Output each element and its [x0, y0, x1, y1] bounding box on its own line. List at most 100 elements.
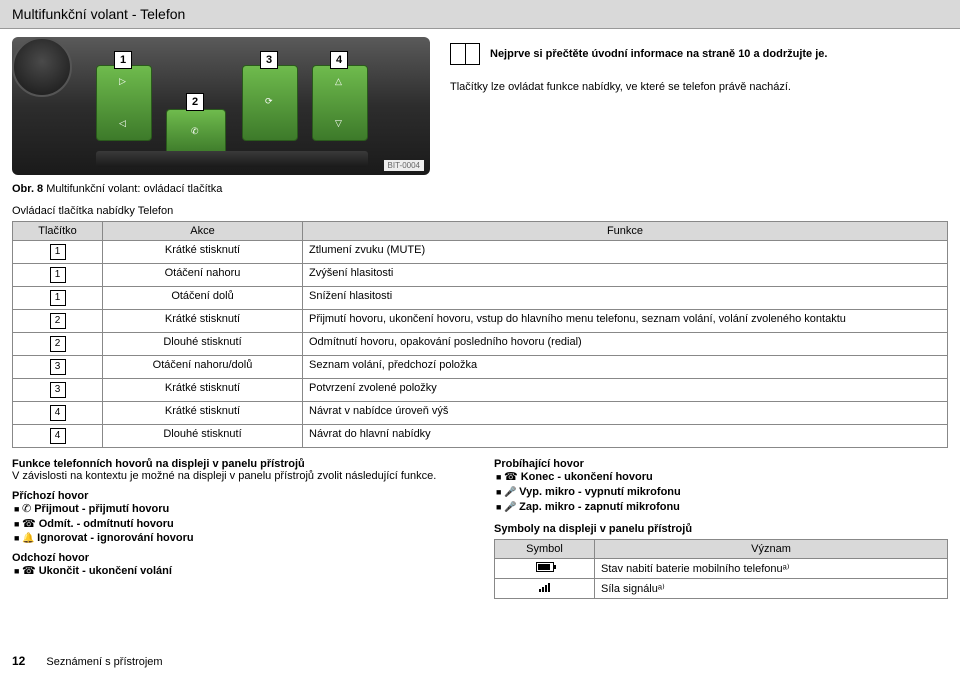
- fn-cell: Návrat do hlavní nabídky: [303, 425, 948, 448]
- fn-cell: Potvrzení zvolené položky: [303, 379, 948, 402]
- table-row: 4 Krátké stisknutíNávrat v nabídce úroveň…: [13, 402, 948, 425]
- symbol-cell: [495, 578, 595, 598]
- btn-num: 1: [50, 244, 66, 260]
- th-meaning: Význam: [595, 539, 948, 558]
- btn-num: 1: [50, 267, 66, 283]
- fn-cell: Snížení hlasitosti: [303, 287, 948, 310]
- act-cell: Dlouhé stisknutí: [103, 333, 303, 356]
- table-header-row: Tlačítko Akce Funkce: [13, 222, 948, 241]
- bullet-item: Zap. mikro - zapnutí mikrofonu: [494, 500, 948, 515]
- controls-table: Tlačítko Akce Funkce 1Krátké stisknutíZt…: [12, 221, 948, 448]
- bullet-text: Odmít. - odmítnutí hovoru: [39, 518, 174, 530]
- callout-2: 2: [186, 93, 204, 111]
- callout-4: 4: [330, 51, 348, 69]
- meaning-cell: Síla signáluᵃ⁾: [595, 578, 948, 598]
- phone-accept-icon: [22, 503, 34, 515]
- battery-icon: [536, 562, 554, 572]
- fn-cell: Seznam volání, předchozí položka: [303, 356, 948, 379]
- phone-end-icon: [504, 471, 521, 483]
- figure-caption: Obr. 8 Multifunkční volant: ovládací tla…: [0, 179, 960, 203]
- bullet-text: Ignorovat - ignorování hovoru: [37, 532, 193, 544]
- page-footer: 12 Seznámení s přístrojem: [12, 654, 163, 668]
- figure-bottom-bar: [96, 151, 368, 167]
- table-header-row: Symbol Význam: [495, 539, 948, 558]
- intro-text: Nejprve si přečtěte úvodní informace na …: [450, 37, 948, 175]
- fn-cell: Zvýšení hlasitosti: [303, 264, 948, 287]
- bullet-text: Zap. mikro - zapnutí mikrofonu: [519, 501, 680, 513]
- header-title: Multifunkční volant - Telefon: [12, 6, 185, 22]
- signal-icon: [539, 582, 550, 592]
- right-column: Probíhající hovor Konec - ukončení hovor…: [494, 456, 948, 599]
- table-row: 3 Krátké stisknutíPotvrzení zvolené polož…: [13, 379, 948, 402]
- act-cell: Krátké stisknutí: [103, 310, 303, 333]
- bullet-item: Ignorovat - ignorování hovoru: [12, 531, 466, 546]
- bullet-item: Ukončit - ukončení volání: [12, 564, 466, 579]
- section-name: Seznámení s přístrojem: [46, 656, 162, 668]
- act-cell: Otáčení nahoru: [103, 264, 303, 287]
- button-group-3: ⟳: [242, 65, 298, 141]
- act-cell: Dlouhé stisknutí: [103, 425, 303, 448]
- table-row: 1 Otáčení dolůSnížení hlasitosti: [13, 287, 948, 310]
- th-action: Akce: [103, 222, 303, 241]
- intro-line-2: Tlačítky lze ovládat funkce nabídky, ve …: [450, 81, 948, 93]
- table-row: 1 Otáčení nahoruZvýšení hlasitosti: [13, 264, 948, 287]
- button-group-2: ✆: [166, 109, 226, 155]
- btn-num: 3: [50, 382, 66, 398]
- bullet-text: Přijmout - přijmutí hovoru: [34, 503, 169, 515]
- caption-prefix: Obr. 8: [12, 183, 43, 195]
- button-group-4: △ ▽: [312, 65, 368, 141]
- top-section: ▷ ◁ ✆ ⟳ △ ▽ 1 2 3 4 BIT-0004 Nejprve si …: [0, 29, 960, 179]
- bullet-item: Konec - ukončení hovoru: [494, 470, 948, 485]
- volume-dial: [12, 37, 72, 97]
- act-cell: Krátké stisknutí: [103, 241, 303, 264]
- btn-num: 4: [50, 428, 66, 444]
- bullet-item: Odmít. - odmítnutí hovoru: [12, 517, 466, 532]
- th-button: Tlačítko: [13, 222, 103, 241]
- symbols-heading: Symboly na displeji v panelu přístrojů: [494, 523, 948, 535]
- bell-icon: [22, 532, 37, 544]
- btn-num: 4: [50, 405, 66, 421]
- ongoing-heading: Probíhající hovor: [494, 458, 948, 470]
- symbol-cell: [495, 558, 595, 578]
- table-row: 3Otáčení nahoru/dolůSeznam volání, předc…: [13, 356, 948, 379]
- mic-off-icon: [504, 486, 519, 498]
- btn-num: 2: [50, 336, 66, 352]
- bit-code: BIT-0004: [384, 160, 424, 171]
- fn-cell: Odmítnutí hovoru, opakování posledního h…: [303, 333, 948, 356]
- btn-num: 3: [50, 359, 66, 375]
- two-column-section: Funkce telefonních hovorů na displeji v …: [0, 456, 960, 599]
- fn-cell: Ztlumení zvuku (MUTE): [303, 241, 948, 264]
- outgoing-heading: Odchozí hovor: [12, 552, 466, 564]
- btn-num: 2: [50, 313, 66, 329]
- phone-end-icon: [22, 565, 39, 577]
- left-title: Funkce telefonních hovorů na displeji v …: [12, 458, 466, 470]
- fn-cell: Návrat v nabídce úroveň výš: [303, 402, 948, 425]
- symbols-table: Symbol Význam Stav nabití baterie mobiln…: [494, 539, 948, 599]
- bullet-text: Ukončit - ukončení volání: [39, 565, 172, 577]
- th-function: Funkce: [303, 222, 948, 241]
- table-row: 4 Dlouhé stisknutíNávrat do hlavní nabídk…: [13, 425, 948, 448]
- table-row: 2 Krátké stisknutíPřijmutí hovoru, ukonče…: [13, 310, 948, 333]
- callout-1: 1: [114, 51, 132, 69]
- table-row: Síla signáluᵃ⁾: [495, 578, 948, 598]
- subsection-title: Ovládací tlačítka nabídky Telefon: [0, 203, 960, 221]
- mic-on-icon: [504, 501, 519, 513]
- bullet-text: Vyp. mikro - vypnutí mikrofonu: [519, 486, 681, 498]
- btn-num: 1: [50, 290, 66, 306]
- fn-cell: Přijmutí hovoru, ukončení hovoru, vstup …: [303, 310, 948, 333]
- act-cell: Krátké stisknutí: [103, 402, 303, 425]
- caption-text: Multifunkční volant: ovládací tlačítka: [46, 183, 222, 195]
- page-number: 12: [12, 654, 25, 668]
- bullet-item: Přijmout - přijmutí hovoru: [12, 502, 466, 517]
- meaning-cell: Stav nabití baterie mobilního telefonuᵃ⁾: [595, 558, 948, 578]
- act-cell: Krátké stisknutí: [103, 379, 303, 402]
- left-column: Funkce telefonních hovorů na displeji v …: [12, 456, 466, 599]
- phone-reject-icon: [22, 518, 39, 530]
- bullet-text: Konec - ukončení hovoru: [521, 471, 653, 483]
- table-row: 1 Krátké stisknutíZtlumení zvuku (MUTE): [13, 241, 948, 264]
- bullet-item: Vyp. mikro - vypnutí mikrofonu: [494, 485, 948, 500]
- act-cell: Otáčení dolů: [103, 287, 303, 310]
- th-symbol: Symbol: [495, 539, 595, 558]
- book-icon: [450, 43, 480, 65]
- callout-3: 3: [260, 51, 278, 69]
